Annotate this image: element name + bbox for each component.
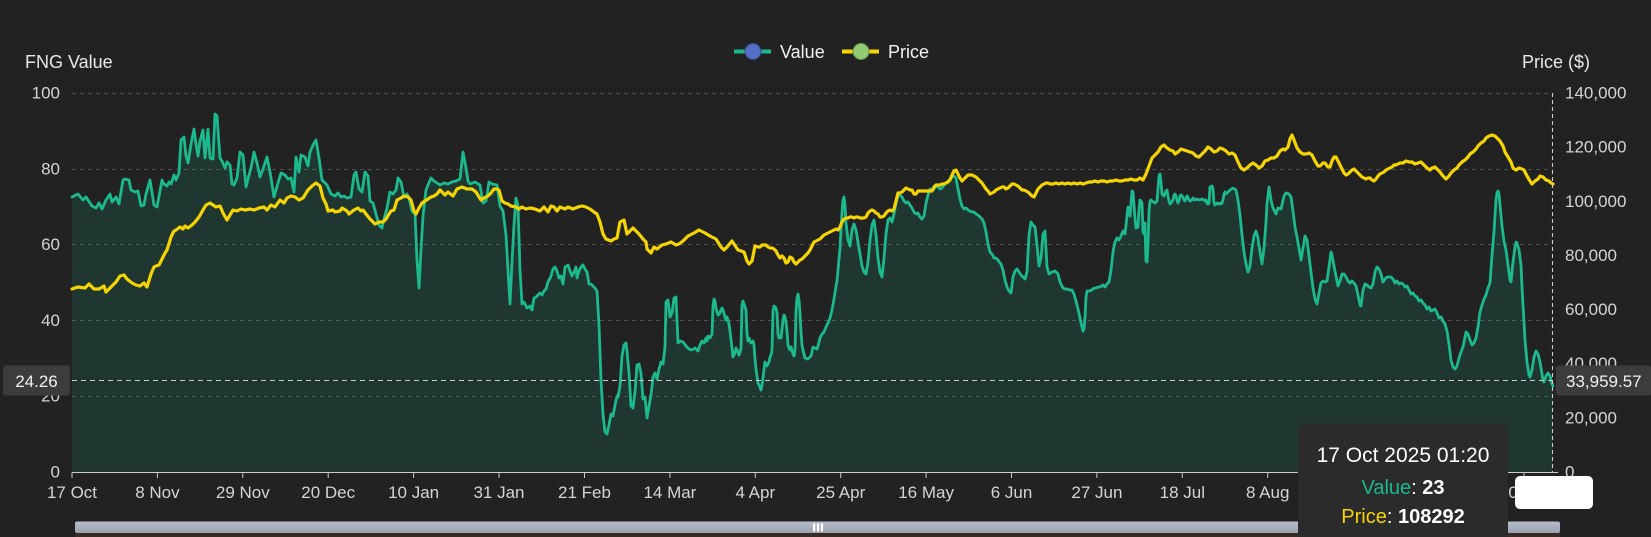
svg-text:60,000: 60,000 xyxy=(1565,300,1617,319)
svg-text:Price: 108292: Price: 108292 xyxy=(1341,506,1464,528)
svg-text:20,000: 20,000 xyxy=(1565,408,1617,427)
svg-text:17 Oct 2025 01:20: 17 Oct 2025 01:20 xyxy=(1317,444,1490,467)
svg-text:18 Jul: 18 Jul xyxy=(1160,483,1205,502)
svg-text:31 Jan: 31 Jan xyxy=(473,483,524,502)
svg-text:4 Apr: 4 Apr xyxy=(735,483,775,502)
svg-text:29 Nov: 29 Nov xyxy=(216,483,270,502)
svg-text:21 Feb: 21 Feb xyxy=(558,483,611,502)
svg-text:140,000: 140,000 xyxy=(1565,84,1626,103)
svg-text:FNG Value: FNG Value xyxy=(25,52,113,72)
svg-text:40: 40 xyxy=(41,311,60,330)
svg-text:24.26: 24.26 xyxy=(15,372,58,391)
svg-text:27 Jun: 27 Jun xyxy=(1071,483,1122,502)
svg-text:33,959.57: 33,959.57 xyxy=(1566,372,1642,391)
svg-text:14 Mar: 14 Mar xyxy=(643,483,696,502)
svg-text:8 Aug: 8 Aug xyxy=(1246,483,1290,502)
svg-text:Value: Value xyxy=(780,42,825,62)
svg-text:8 Nov: 8 Nov xyxy=(135,483,180,502)
svg-text:17 Oct: 17 Oct xyxy=(47,483,97,502)
svg-text:16 May: 16 May xyxy=(898,483,954,502)
svg-text:10 Jan: 10 Jan xyxy=(388,483,439,502)
svg-text:0: 0 xyxy=(51,463,60,482)
svg-text:Value: 23: Value: 23 xyxy=(1361,477,1444,499)
svg-text:6 Jun: 6 Jun xyxy=(991,483,1033,502)
svg-text:Price ($): Price ($) xyxy=(1522,52,1590,72)
svg-text:25 Apr: 25 Apr xyxy=(816,483,865,502)
svg-text:100: 100 xyxy=(32,84,60,103)
svg-text:120,000: 120,000 xyxy=(1565,138,1626,157)
svg-text:Price: Price xyxy=(888,42,929,62)
svg-text:80,000: 80,000 xyxy=(1565,246,1617,265)
svg-text:100,000: 100,000 xyxy=(1565,192,1626,211)
svg-text:80: 80 xyxy=(41,159,60,178)
svg-text:20 Dec: 20 Dec xyxy=(301,483,355,502)
svg-text:0: 0 xyxy=(1565,463,1574,482)
svg-text:60: 60 xyxy=(41,235,60,254)
